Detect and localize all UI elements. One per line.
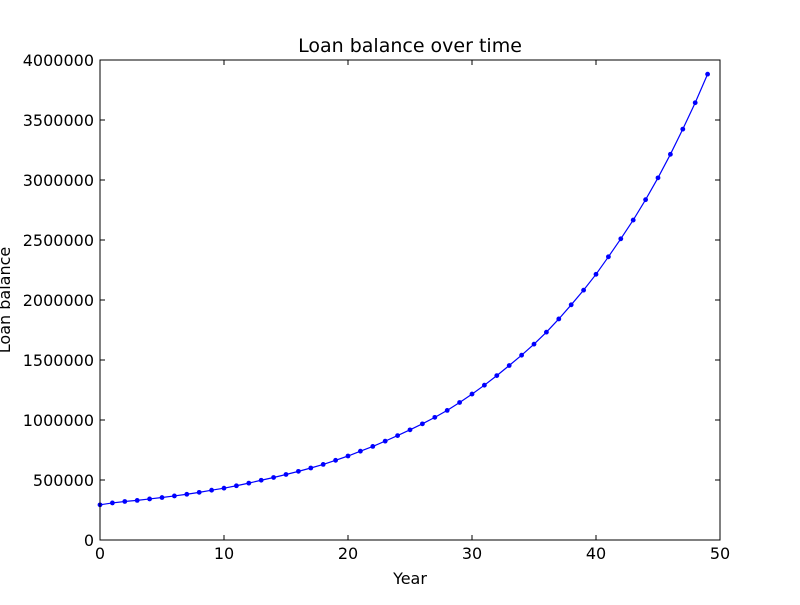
x-axis-label: Year (392, 569, 427, 588)
data-point (382, 438, 388, 444)
y-tick-label: 3000000 (23, 171, 94, 190)
x-tick-label: 10 (214, 544, 234, 563)
data-point (283, 472, 289, 477)
data-point (692, 100, 698, 106)
data-point (134, 498, 140, 503)
data-point (482, 382, 487, 388)
data-point (258, 477, 264, 483)
data-point (593, 271, 599, 277)
data-point (444, 408, 450, 413)
plot-frame (99, 59, 721, 541)
data-point (705, 71, 710, 77)
data-point (159, 495, 165, 500)
x-tick-label: 50 (710, 544, 730, 563)
data-point (271, 475, 276, 480)
data-point (606, 254, 611, 260)
data-point (333, 457, 338, 463)
data-point (122, 499, 128, 504)
series-layer (97, 71, 710, 508)
y-tick-label: 1000000 (23, 411, 94, 430)
data-point (531, 341, 537, 347)
y-tick-label: 1500000 (23, 351, 94, 370)
data-point (358, 448, 363, 454)
data-point (308, 465, 314, 471)
y-tick-label: 500000 (33, 471, 94, 490)
data-point (432, 414, 438, 420)
y-tick-label: 4000000 (23, 51, 94, 70)
data-point (568, 302, 574, 308)
data-point (234, 483, 239, 489)
data-point (519, 352, 524, 358)
data-point (506, 363, 512, 368)
data-point (457, 400, 462, 405)
x-tick-label: 40 (586, 544, 606, 563)
data-point (630, 217, 636, 223)
data-point (581, 287, 586, 293)
data-point (221, 485, 227, 491)
x-tick-label: 20 (338, 544, 358, 563)
series-line (99, 73, 709, 506)
data-point (147, 496, 153, 502)
data-point (469, 391, 475, 397)
data-point (618, 236, 624, 242)
axis-ticks: 0 10 20 30 40 50 0 500000 1000000 1500000 2000000 2… (23, 51, 730, 563)
data-point (196, 489, 202, 495)
y-tick-label: 3500000 (23, 111, 94, 130)
data-point (680, 126, 686, 132)
data-point (544, 329, 549, 335)
data-point (296, 468, 301, 474)
data-point (320, 462, 326, 467)
y-tick-label: 0 (84, 531, 94, 550)
x-tick-label: 30 (462, 544, 482, 563)
y-tick-label: 2000000 (23, 291, 94, 310)
data-point (345, 453, 351, 459)
data-point (172, 493, 177, 499)
data-point (556, 316, 562, 322)
data-point (668, 151, 673, 157)
y-tick-label: 2500000 (23, 231, 94, 250)
data-point (407, 427, 413, 433)
data-point (246, 480, 252, 486)
y-axis-label: Loan balance (0, 247, 14, 353)
chart-title: Loan balance over time (298, 35, 522, 57)
data-point (209, 487, 215, 493)
data-point (370, 444, 376, 449)
x-tick-label: 0 (95, 544, 105, 563)
data-point (643, 197, 648, 203)
data-point (655, 175, 661, 181)
data-point (494, 373, 500, 378)
data-point (395, 433, 400, 438)
data-point (110, 500, 115, 506)
data-point (420, 421, 425, 427)
data-point (184, 491, 190, 497)
